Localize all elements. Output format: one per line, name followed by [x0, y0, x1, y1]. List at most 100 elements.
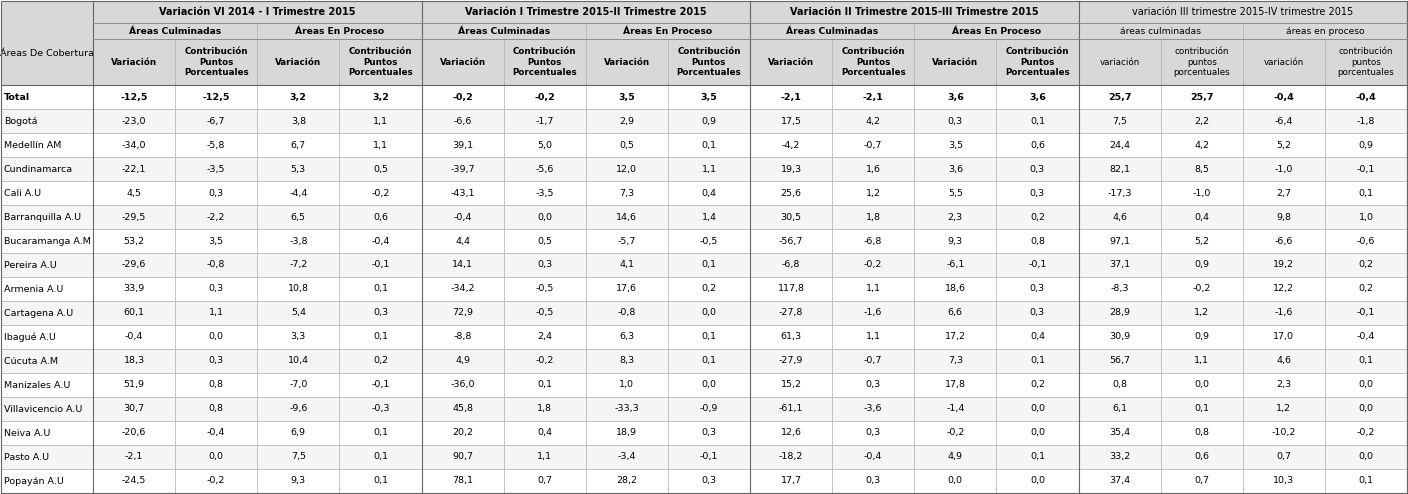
Text: 1,8: 1,8 [866, 212, 880, 221]
Bar [1325, 277, 1407, 301]
Text: 0,1: 0,1 [701, 357, 717, 366]
Bar [586, 109, 667, 133]
Text: 45,8: 45,8 [452, 405, 473, 413]
Bar [258, 397, 339, 421]
Bar [832, 109, 914, 133]
Bar [504, 85, 586, 109]
Text: 24,4: 24,4 [1110, 140, 1131, 150]
Bar [1079, 23, 1243, 40]
Bar [1325, 349, 1407, 373]
Text: 17,6: 17,6 [617, 285, 638, 293]
Bar [504, 205, 586, 229]
Bar [1243, 253, 1325, 277]
Text: Variación: Variación [439, 58, 486, 67]
Bar [586, 40, 667, 85]
Bar [997, 133, 1079, 157]
Text: 7,3: 7,3 [948, 357, 963, 366]
Text: -4,2: -4,2 [781, 140, 800, 150]
Text: 0,5: 0,5 [373, 165, 389, 173]
Text: 3,2: 3,2 [290, 92, 307, 101]
Bar [258, 373, 339, 397]
Text: 0,0: 0,0 [1359, 453, 1373, 461]
Bar [504, 181, 586, 205]
Text: 25,7: 25,7 [1190, 92, 1214, 101]
Bar [586, 85, 667, 109]
Bar [586, 373, 667, 397]
Text: -1,8: -1,8 [1357, 117, 1376, 125]
Text: -6,8: -6,8 [781, 260, 800, 270]
Text: variación: variación [1264, 58, 1304, 67]
Bar [1079, 133, 1160, 157]
Text: 1,1: 1,1 [538, 453, 552, 461]
Text: 0,1: 0,1 [1359, 357, 1373, 366]
Bar [1160, 445, 1243, 469]
Bar [1325, 229, 1407, 253]
Bar [93, 277, 175, 301]
Text: 0,9: 0,9 [1359, 140, 1373, 150]
Bar [1325, 109, 1407, 133]
Text: -0,6: -0,6 [1357, 237, 1376, 246]
Text: -22,1: -22,1 [122, 165, 146, 173]
Text: Barranquilla A.U: Barranquilla A.U [4, 212, 82, 221]
Bar [175, 109, 258, 133]
Text: 3,8: 3,8 [290, 117, 306, 125]
Bar [997, 421, 1079, 445]
Bar [1243, 85, 1325, 109]
Text: -9,6: -9,6 [289, 405, 307, 413]
Text: -0,7: -0,7 [865, 140, 883, 150]
Text: -3,5: -3,5 [207, 165, 225, 173]
Bar [914, 373, 997, 397]
Bar [997, 373, 1079, 397]
Text: -0,1: -0,1 [1357, 308, 1376, 318]
Text: Variación II Trimestre 2015-III Trimestre 2015: Variación II Trimestre 2015-III Trimestr… [790, 7, 1039, 17]
Text: 0,9: 0,9 [701, 117, 717, 125]
Bar [504, 445, 586, 469]
Bar [914, 445, 997, 469]
Text: 17,8: 17,8 [945, 380, 966, 389]
Bar [1160, 133, 1243, 157]
Text: -0,8: -0,8 [207, 260, 225, 270]
Bar [667, 133, 750, 157]
Text: 1,8: 1,8 [538, 405, 552, 413]
Bar [504, 277, 586, 301]
Text: 0,1: 0,1 [373, 453, 389, 461]
Text: 0,0: 0,0 [1359, 405, 1373, 413]
Bar [258, 85, 339, 109]
Text: 1,1: 1,1 [1194, 357, 1209, 366]
Text: -1,6: -1,6 [865, 308, 883, 318]
Bar [1243, 40, 1325, 85]
Text: -61,1: -61,1 [779, 405, 803, 413]
Bar [1243, 373, 1325, 397]
Text: 0,1: 0,1 [1029, 453, 1045, 461]
Text: -0,2: -0,2 [1357, 428, 1376, 438]
Text: 117,8: 117,8 [777, 285, 804, 293]
Text: 0,1: 0,1 [1359, 189, 1373, 198]
Text: -56,7: -56,7 [779, 237, 803, 246]
Bar [667, 397, 750, 421]
Bar [421, 445, 504, 469]
Text: 0,3: 0,3 [536, 260, 552, 270]
Text: 82,1: 82,1 [1110, 165, 1131, 173]
Bar [1, 301, 93, 325]
Text: 0,8: 0,8 [1194, 428, 1209, 438]
Text: 8,3: 8,3 [620, 357, 635, 366]
Text: 0,1: 0,1 [373, 477, 389, 486]
Bar [750, 40, 832, 85]
Text: 18,3: 18,3 [124, 357, 145, 366]
Text: 30,5: 30,5 [780, 212, 801, 221]
Text: 4,9: 4,9 [455, 357, 470, 366]
Text: 0,0: 0,0 [948, 477, 963, 486]
Text: contribución
puntos
porcentuales: contribución puntos porcentuales [1173, 47, 1231, 77]
Text: -2,1: -2,1 [780, 92, 801, 101]
Text: Cúcuta A.M: Cúcuta A.M [4, 357, 58, 366]
Text: 0,4: 0,4 [538, 428, 552, 438]
Bar [750, 157, 832, 181]
Bar [258, 40, 339, 85]
Text: Pereira A.U: Pereira A.U [4, 260, 56, 270]
Bar [1243, 23, 1407, 40]
Text: 61,3: 61,3 [780, 332, 801, 341]
Bar [1, 349, 93, 373]
Text: -33,3: -33,3 [614, 405, 639, 413]
Text: 6,1: 6,1 [1112, 405, 1126, 413]
Bar [175, 301, 258, 325]
